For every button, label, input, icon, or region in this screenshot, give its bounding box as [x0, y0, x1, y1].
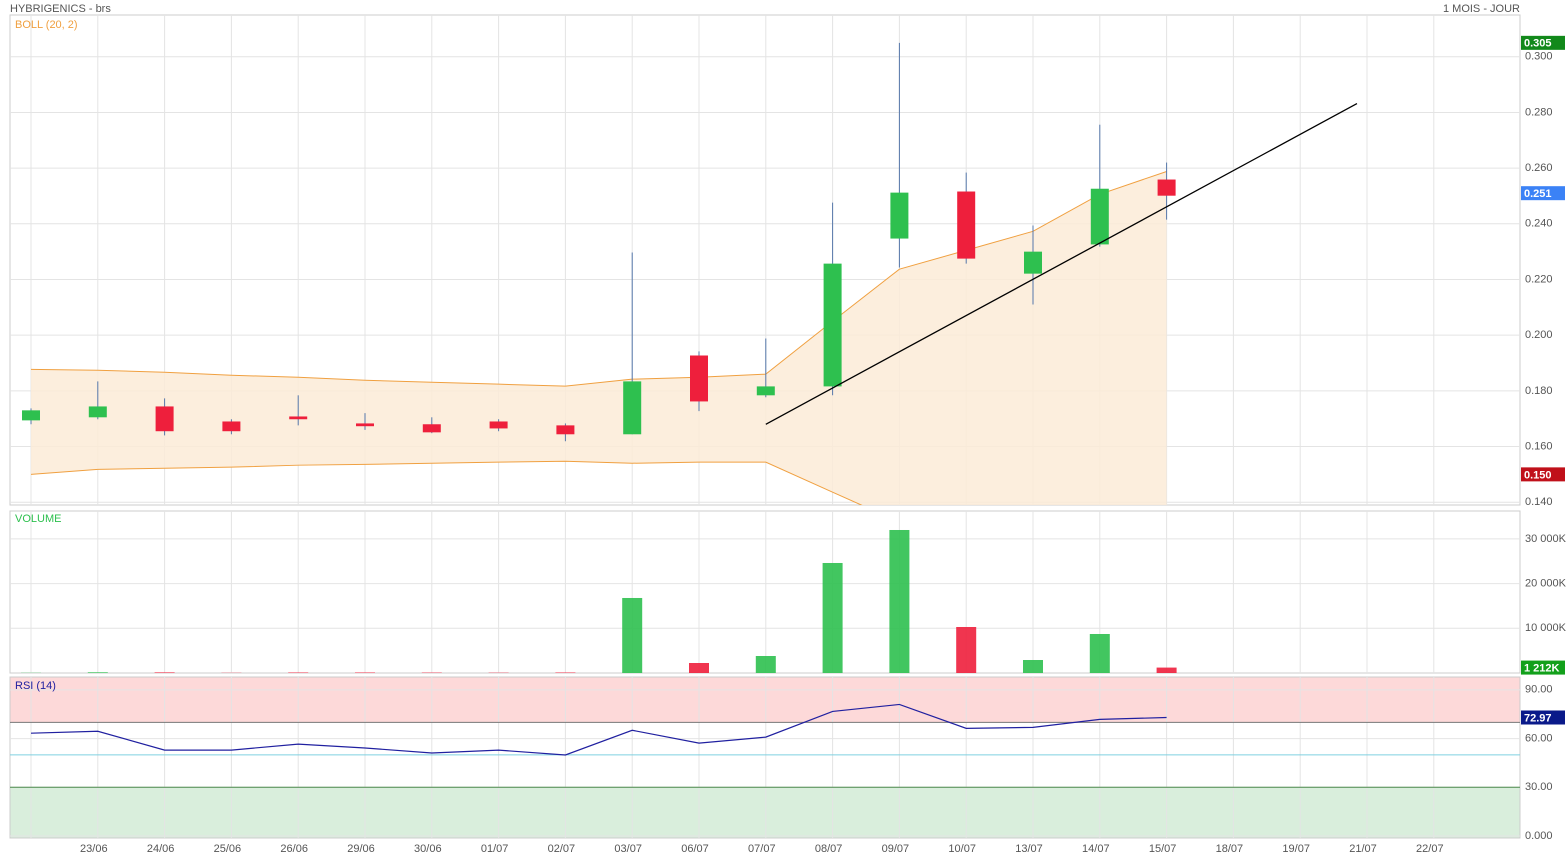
- volume-bar: [555, 672, 575, 673]
- candle-body: [222, 421, 240, 431]
- volume-bar: [155, 672, 175, 673]
- y-tick-label: 0.000: [1525, 830, 1553, 842]
- y-tick-label: 0.140: [1525, 496, 1553, 508]
- price-marker-label: 0.305: [1524, 38, 1552, 50]
- indicator-label: BOLL (20, 2): [15, 19, 78, 31]
- x-tick-label: 10/07: [948, 843, 976, 855]
- volume-bar: [756, 656, 776, 673]
- candle-body: [89, 406, 107, 417]
- period[interactable]: 1 MOIS - JOUR: [1443, 3, 1520, 15]
- x-tick-label: 15/07: [1149, 843, 1177, 855]
- x-tick-label: 23/06: [80, 843, 108, 855]
- volume-bar: [622, 598, 642, 673]
- volume-bar: [1157, 668, 1177, 673]
- x-tick-label: 18/07: [1216, 843, 1244, 855]
- y-tick-label: 30.00: [1525, 781, 1553, 793]
- candle-body: [356, 423, 374, 426]
- candle-body: [1091, 189, 1109, 245]
- x-tick-label: 25/06: [214, 843, 242, 855]
- y-tick-label: 0.220: [1525, 273, 1553, 285]
- candle-body: [490, 421, 508, 428]
- candle-body: [824, 264, 842, 387]
- price-marker-label: 0.150: [1524, 469, 1552, 481]
- candle-body: [22, 410, 40, 420]
- x-tick-label: 03/07: [614, 843, 642, 855]
- candle-body: [890, 193, 908, 239]
- bollinger-band-fill: [31, 171, 1167, 566]
- candle-body: [757, 386, 775, 395]
- y-tick-label: 0.180: [1525, 385, 1553, 397]
- x-tick-label: 09/07: [882, 843, 910, 855]
- y-tick-label: 0.240: [1525, 218, 1553, 230]
- y-tick-label: 0.280: [1525, 106, 1553, 118]
- x-tick-label: 19/07: [1282, 843, 1310, 855]
- y-tick-label: 60.00: [1525, 732, 1553, 744]
- y-tick-label: 30 000K: [1525, 533, 1566, 545]
- y-tick-label: 0.160: [1525, 440, 1553, 452]
- candle-body: [423, 424, 441, 432]
- candle-body: [1024, 252, 1042, 274]
- y-tick-label: 10 000K: [1525, 622, 1566, 634]
- candle-body: [1158, 180, 1176, 196]
- volume-plot: [21, 530, 1177, 673]
- price-plot: [22, 43, 1357, 566]
- candle-body: [156, 406, 174, 431]
- y-tick-label: 0.260: [1525, 162, 1553, 174]
- volume-bar: [1023, 660, 1043, 673]
- stock-title: HYBRIGENICS - brs: [10, 3, 111, 15]
- panel-frame: [10, 511, 1520, 673]
- x-tick-label: 08/07: [815, 843, 843, 855]
- volume-bar: [1090, 634, 1110, 673]
- x-tick-label: 30/06: [414, 843, 442, 855]
- y-tick-label: 90.00: [1525, 684, 1553, 696]
- y-tick-label: 0.300: [1525, 51, 1553, 63]
- candle-body: [957, 192, 975, 259]
- price-marker-label: 0.251: [1524, 188, 1552, 200]
- volume-bar: [288, 672, 308, 673]
- x-tick-label: 02/07: [548, 843, 576, 855]
- panel-title: RSI (14): [15, 680, 56, 692]
- x-tick-label: 24/06: [147, 843, 175, 855]
- candle-body: [623, 381, 641, 434]
- x-tick-label: 01/07: [481, 843, 509, 855]
- candle-body: [556, 425, 574, 434]
- volume-bar: [689, 663, 709, 673]
- x-tick-label: 07/07: [748, 843, 776, 855]
- y-tick-label: 0.200: [1525, 329, 1553, 341]
- price-marker-label: 72.97: [1524, 712, 1552, 724]
- volume-bar: [823, 563, 843, 673]
- x-tick-label: 14/07: [1082, 843, 1110, 855]
- volume-bar: [889, 530, 909, 673]
- volume-bar: [355, 672, 375, 673]
- candle-body: [289, 416, 307, 419]
- x-tick-label: 13/07: [1015, 843, 1043, 855]
- price-marker-label: 1 212K: [1524, 662, 1560, 674]
- x-tick-label: 06/07: [681, 843, 709, 855]
- x-tick-label: 26/06: [280, 843, 308, 855]
- x-tick-label: 21/07: [1349, 843, 1377, 855]
- x-tick-label: 22/07: [1416, 843, 1444, 855]
- volume-bar: [88, 672, 108, 673]
- panel-title: VOLUME: [15, 513, 61, 525]
- volume-bar: [956, 627, 976, 673]
- overbought-zone: [10, 677, 1520, 722]
- candle-body: [690, 355, 708, 401]
- oversold-zone: [10, 787, 1520, 838]
- y-tick-label: 20 000K: [1525, 578, 1566, 590]
- x-tick-label: 29/06: [347, 843, 375, 855]
